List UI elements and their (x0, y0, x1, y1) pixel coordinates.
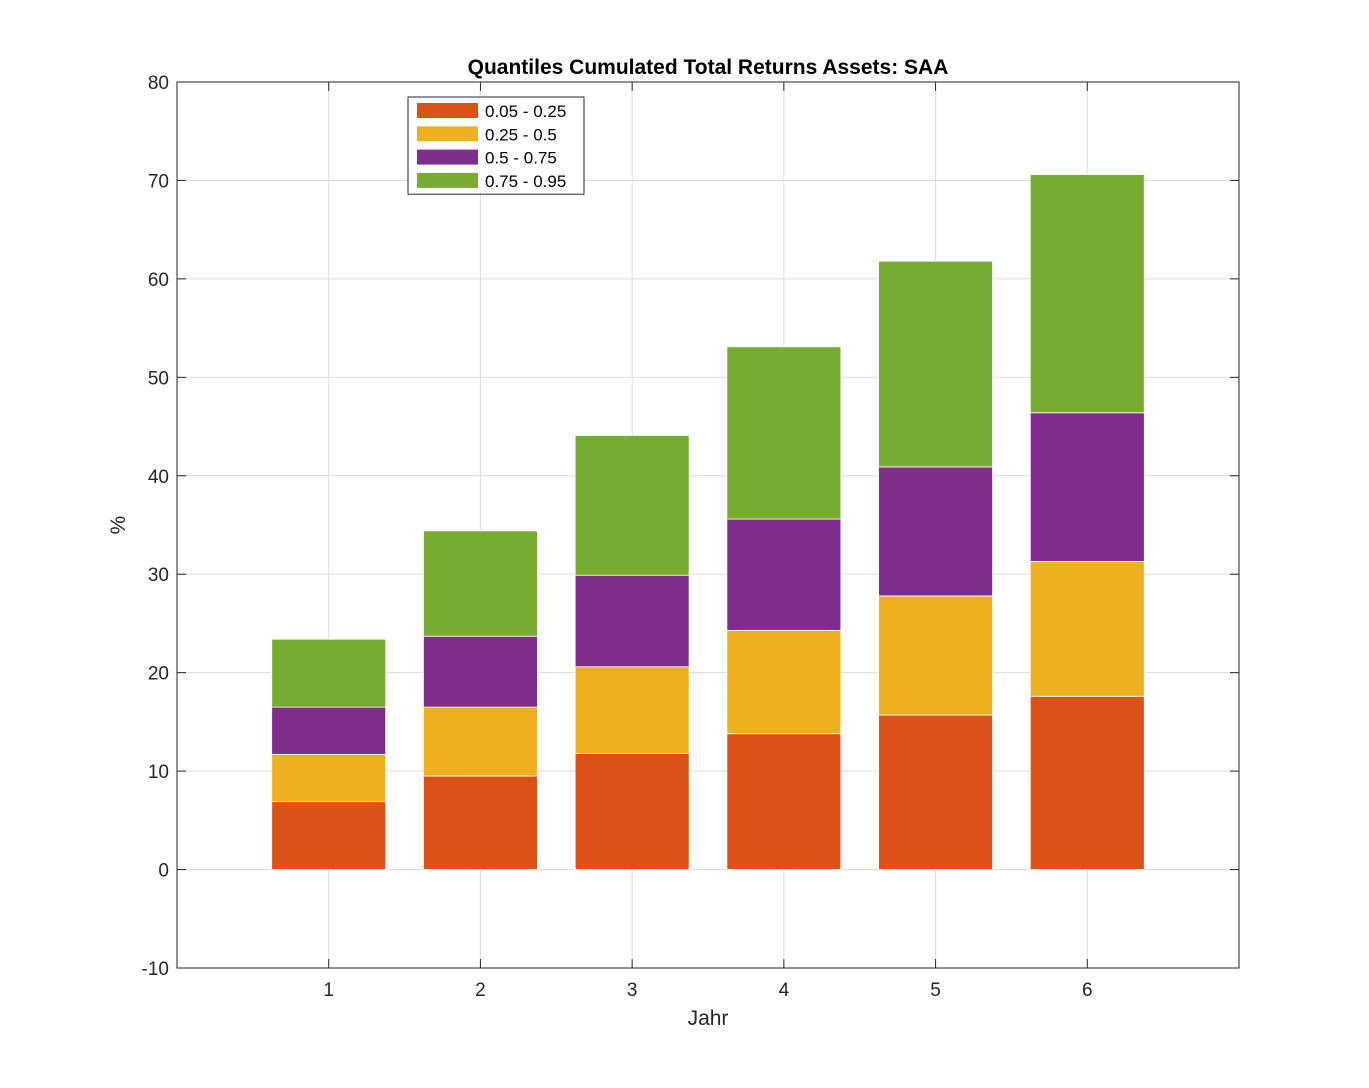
bar-segment-2-year-6 (1029, 561, 1145, 697)
bar-segment-3-year-3 (574, 574, 690, 668)
bar-segment-2-year-2 (423, 706, 538, 777)
legend-swatch (417, 103, 478, 118)
y-tick-label: 50 (148, 368, 169, 389)
bar-segment-4-year-4 (726, 346, 842, 520)
axes-box (176, 81, 1240, 969)
x-tick-label: 2 (475, 980, 486, 1001)
x-tick-label: 4 (779, 980, 790, 1001)
y-tick-label: 0 (158, 861, 169, 882)
axis-ticks: -10 0 10 20 30 40 50 60 70 80 1 2 3 4 5 6 (142, 73, 1239, 1001)
x-tick-label: 6 (1082, 980, 1093, 1001)
bar-segment-3-year-4 (726, 518, 842, 631)
bar-segment-4-year-1 (271, 638, 387, 708)
bar-segment-3-year-1 (271, 706, 387, 755)
bar-segment-4-year-6 (1029, 174, 1145, 414)
bar-segment-3-year-5 (878, 466, 993, 597)
legend-label: 0.75 - 0.95 (485, 172, 566, 191)
legend-swatch (417, 126, 478, 142)
bar-segment-1-year-1 (271, 801, 387, 870)
y-tick-label: 80 (148, 73, 169, 94)
x-tick-label: 3 (627, 980, 638, 1001)
y-tick-label: 20 (148, 664, 169, 685)
legend-label: 0.5 - 0.75 (485, 149, 557, 168)
y-tick-label: 10 (148, 762, 169, 783)
x-tick-label: 5 (930, 980, 941, 1001)
legend-label: 0.25 - 0.5 (485, 125, 557, 144)
bar-segment-1-year-2 (423, 775, 538, 870)
bar-segment-2-year-4 (726, 629, 842, 735)
bar-segment-4-year-3 (574, 435, 690, 576)
bar-stacks (271, 174, 1145, 870)
y-axis-title: % (107, 516, 130, 535)
bar-segment-1-year-3 (574, 752, 690, 870)
bar-segment-3-year-2 (423, 635, 538, 708)
bar-segment-2-year-1 (271, 753, 387, 803)
bar-segment-1-year-4 (726, 733, 842, 870)
y-tick-label: -10 (142, 959, 169, 980)
legend-swatch (417, 149, 478, 165)
y-tick-label: 60 (148, 270, 169, 291)
y-tick-label: 70 (148, 171, 169, 192)
bar-segment-1-year-5 (878, 714, 993, 870)
x-tick-label: 1 (323, 980, 334, 1001)
bar-segment-2-year-3 (574, 666, 690, 754)
bar-segment-3-year-6 (1029, 412, 1145, 562)
legend-swatch (417, 172, 478, 188)
x-axis-title: Jahr (688, 1007, 729, 1030)
legend: 0.05 - 0.25 0.25 - 0.5 0.5 - 0.75 0.75 - 0.… (407, 96, 585, 195)
y-tick-label: 30 (148, 565, 169, 586)
bar-segment-4-year-5 (878, 260, 993, 468)
y-tick-label: 40 (148, 467, 169, 488)
bar-segment-2-year-5 (878, 595, 993, 716)
chart-title: Quantiles Cumulated Total Returns Assets… (468, 56, 949, 79)
legend-label: 0.05 - 0.25 (485, 102, 566, 121)
bar-segment-4-year-2 (423, 530, 538, 637)
bar-segment-1-year-6 (1029, 695, 1145, 870)
